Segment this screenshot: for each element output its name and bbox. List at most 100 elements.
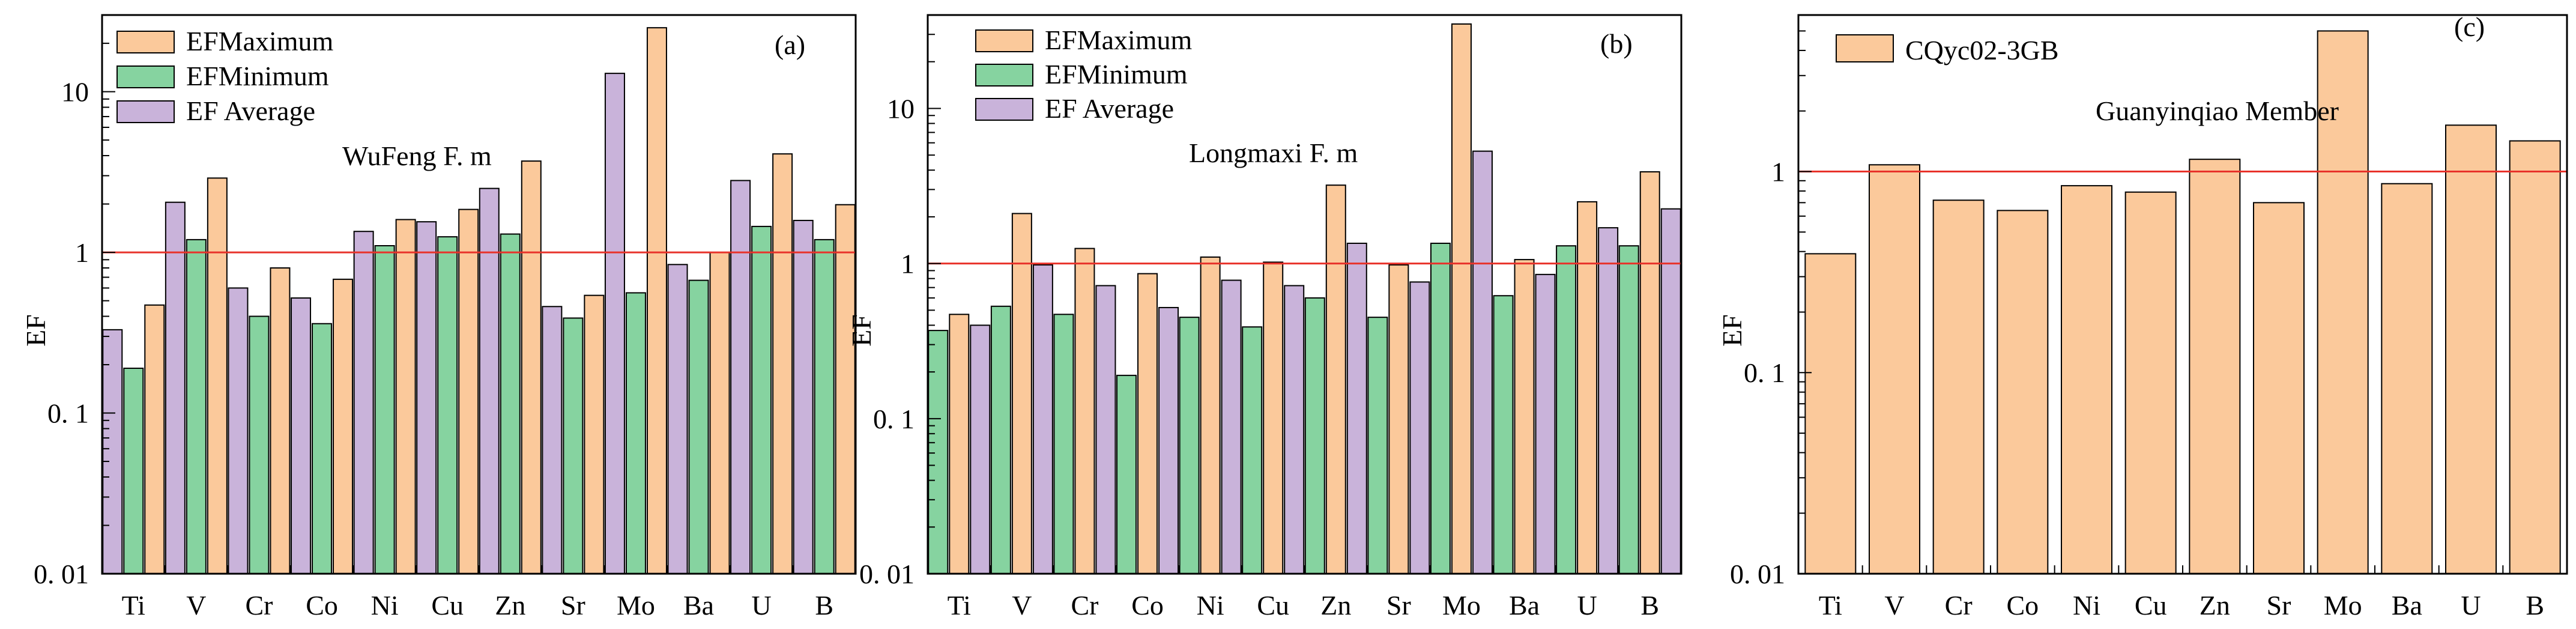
panel-label: (c) (2454, 11, 2485, 42)
x-tick-label: Ti (948, 590, 971, 621)
panel-label: (b) (1600, 28, 1633, 59)
bar-efminimum-ni (1179, 317, 1200, 575)
x-tick-label: Sr (561, 590, 585, 621)
x-tick-label: Cu (2135, 590, 2167, 621)
bar-ef-average-u (730, 180, 751, 574)
x-tick-label: Ni (1197, 590, 1224, 621)
panel-a: Ti V Cr Co Ni Cu Zn Sr Mo Ba U B 0. 01 0. 1 1 10 EF EFMax… (20, 14, 857, 621)
panel-annotation: Longmaxi F. m (1189, 138, 1358, 168)
bar-efminimum-cr (1053, 314, 1074, 574)
x-tick-label: Ba (2392, 590, 2422, 621)
bar-efminimum-b (1618, 245, 1639, 574)
x-tick-label: Ti (122, 590, 145, 621)
legend-label: CQyc02-3GB (1905, 35, 2059, 65)
bar-efminimum-zn (500, 233, 521, 575)
x-tick-label: Ba (1509, 590, 1540, 621)
bar-ef-average-mo (604, 73, 625, 574)
y-tick-label: 0. 01 (1730, 559, 1785, 589)
bar-ef-average-zn (479, 187, 500, 574)
x-tick-label: V (1884, 590, 1904, 621)
bar-efmaximum-ti (144, 304, 165, 574)
panel-annotation: WuFeng F. m (342, 141, 492, 171)
y-tick-label: 0. 1 (1744, 357, 1785, 388)
bar-efminimum-v (186, 239, 207, 574)
bar-cqyc02-3gb-co (1997, 210, 2049, 574)
bar-efminimum-cr (249, 315, 270, 574)
bar-ef-average-ni (353, 231, 374, 574)
bar-cqyc02-3gb-zn (2189, 159, 2241, 575)
bar-efminimum-zn (1304, 297, 1325, 574)
y-tick-label: 1 (75, 237, 89, 268)
bar-efmaximum-ni (1200, 256, 1221, 574)
bar-cqyc02-3gb-cu (2124, 191, 2177, 574)
bar-ef-average-sr (1409, 281, 1430, 574)
y-tick-label: 10 (61, 77, 89, 108)
x-tick-label: Sr (1386, 590, 1411, 621)
x-tick-label: V (1012, 590, 1032, 621)
bar-efminimum-co (312, 323, 333, 574)
x-tick-label: Mo (617, 590, 655, 621)
x-tick-label: Zn (495, 590, 525, 621)
bar-cqyc02-3gb-b (2509, 140, 2561, 574)
bar-efminimum-u (751, 225, 772, 574)
bar-ef-average-v (165, 201, 186, 575)
bar-efmaximum-sr (1388, 264, 1409, 574)
bar-efminimum-ba (688, 279, 709, 574)
bar-efminimum-ni (374, 245, 395, 575)
plot-frame (101, 14, 857, 575)
y-axis-label: EF (20, 314, 51, 347)
bar-ef-average-v (1032, 264, 1053, 574)
y-tick-label: 0. 01 (859, 559, 915, 589)
bar-efminimum-mo (625, 292, 646, 574)
bar-ef-average-ni (1221, 279, 1242, 574)
bar-efmaximum-sr (584, 294, 605, 574)
x-tick-label: Mo (2324, 590, 2362, 621)
bar-cqyc02-3gb-ni (2061, 185, 2112, 574)
x-tick-label: Cr (1945, 590, 1973, 621)
legend-swatch (116, 100, 175, 123)
bar-efmaximum-cr (1074, 248, 1095, 574)
legend-label: EF Average (1045, 93, 1174, 124)
legend-swatch (975, 98, 1033, 121)
bar-efminimum-cu (437, 236, 458, 575)
y-tick-label: 0. 1 (873, 404, 915, 434)
x-tick-label: Co (2006, 590, 2039, 621)
bar-efmaximum-ti (949, 314, 970, 574)
legend-label: EFMinimum (1045, 59, 1188, 90)
bar-efminimum-ba (1493, 295, 1514, 574)
bar-ef-average-u (1598, 227, 1619, 574)
x-tick-label: Sr (2267, 590, 2291, 621)
bar-efmaximum-b (1639, 171, 1660, 575)
legend-swatch (1836, 34, 1894, 62)
legend-swatch (975, 29, 1033, 52)
panel-c: Ti V Cr Co Ni Cu Zn Sr Mo Ba U B 0. 01 0. 1 1 EF CQyc02-… (1717, 11, 2568, 621)
y-tick-label: 0. 1 (47, 398, 89, 429)
bar-cqyc02-3gb-cr (1932, 199, 1985, 575)
panel-annotation: Guanyinqiao Member (2096, 96, 2339, 126)
x-tick-label: Ni (2073, 590, 2100, 621)
bar-ef-average-cu (416, 221, 437, 575)
bar-efminimum-ti (928, 330, 949, 574)
bar-efminimum-u (1556, 245, 1577, 574)
bar-efmaximum-zn (521, 160, 542, 575)
x-tick-label: V (186, 590, 206, 621)
x-tick-label: U (1577, 590, 1597, 621)
x-tick-label: U (2461, 590, 2481, 621)
legend-swatch (116, 31, 175, 53)
bar-efmaximum-cu (1263, 261, 1284, 574)
bar-efminimum-v (990, 305, 1011, 574)
bar-cqyc02-3gb-ti (1804, 253, 1857, 574)
x-tick-label: Ba (683, 590, 714, 621)
y-tick-label: 1 (901, 249, 915, 279)
bar-ef-average-co (1158, 306, 1179, 574)
x-tick-label: Co (1131, 590, 1164, 621)
x-tick-label: B (1640, 590, 1659, 621)
y-tick-label: 1 (1771, 156, 1785, 187)
bar-ef-average-cr (1095, 285, 1116, 574)
x-tick-label: Zn (2200, 590, 2230, 621)
bar-efmaximum-v (207, 177, 228, 574)
x-tick-label: Ni (371, 590, 399, 621)
plot-frame (927, 14, 1683, 575)
legend-label: EF Average (186, 96, 315, 126)
bar-cqyc02-3gb-mo (2317, 30, 2369, 574)
